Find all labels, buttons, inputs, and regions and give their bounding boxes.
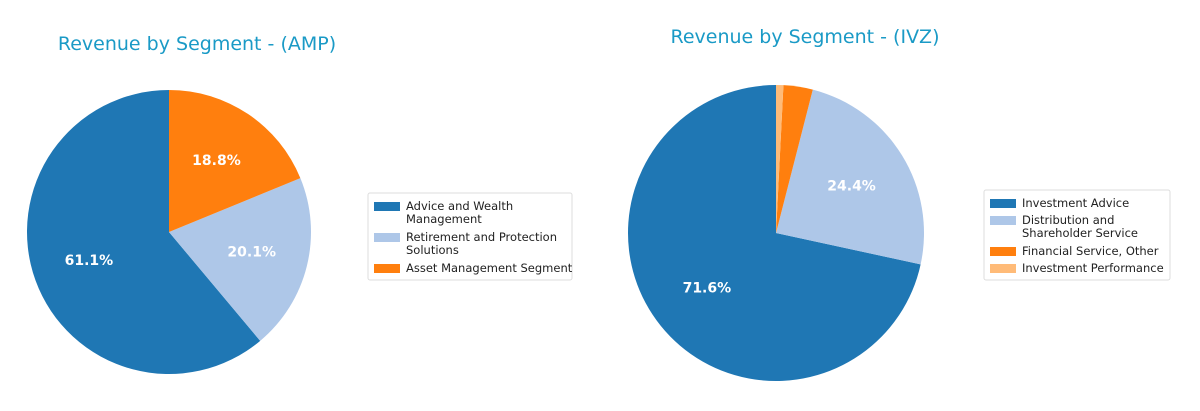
pie-slice — [776, 85, 813, 234]
legend-label: Distribution and Shareholder Service — [1022, 213, 1138, 240]
chart-title: Revenue by Segment - (AMP) — [58, 33, 336, 55]
legend-swatch — [374, 202, 400, 211]
legend-label: Asset Management Segment — [406, 261, 573, 275]
legend-label: Financial Service, Other — [1022, 244, 1159, 258]
pie-slice — [776, 85, 784, 233]
legend-label: Investment Performance — [1022, 261, 1164, 275]
legend-label: Investment Advice — [1022, 196, 1129, 210]
value-label: 20.1% — [227, 244, 276, 260]
pie-slice — [776, 89, 924, 265]
pie-slice — [169, 178, 311, 341]
chart-title: Revenue by Segment - (IVZ) — [670, 26, 939, 48]
pie-slice — [26, 90, 261, 375]
pie-slice — [628, 85, 921, 381]
value-label: 24.4% — [827, 178, 876, 194]
legend-swatch — [990, 264, 1016, 273]
legend-swatch — [990, 216, 1016, 225]
legend-swatch — [990, 247, 1016, 256]
legend-swatch — [374, 264, 400, 273]
legend-box — [367, 192, 573, 281]
legend-swatch — [374, 233, 400, 242]
value-label: 18.8% — [192, 153, 241, 169]
legend-box — [983, 189, 1171, 281]
value-label: 61.1% — [65, 253, 114, 269]
legend-label: Retirement and Protection Solutions — [406, 230, 557, 257]
value-label: 71.6% — [683, 281, 732, 297]
legend-label: Advice and Wealth Management — [406, 199, 513, 226]
legend-swatch — [990, 199, 1016, 208]
pie-slice — [169, 90, 301, 232]
